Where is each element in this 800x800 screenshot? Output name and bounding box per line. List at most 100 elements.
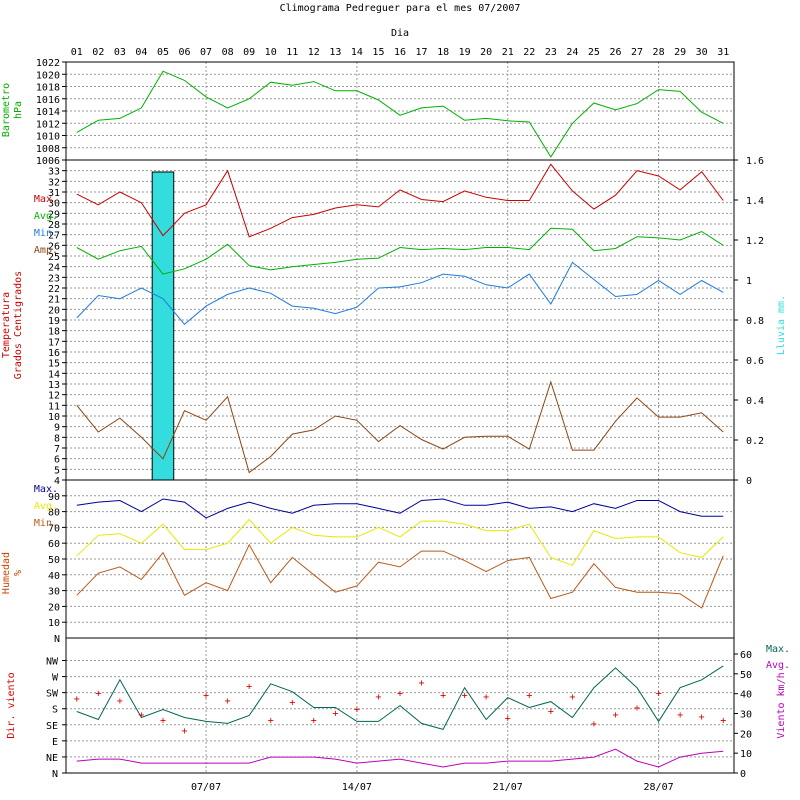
temperature-tick-label: 32 [48,177,60,188]
humidity-tick-label: 80 [48,508,60,519]
day-label: 26 [609,47,621,58]
temperature-tick-label: 18 [48,327,60,338]
wind-direction-marker: + [505,714,511,725]
day-label: 08 [222,47,234,58]
wind-speed-tick-label: 40 [740,690,752,701]
wind-dir-tick-label: S [52,705,58,716]
wind-direction-marker: + [397,689,403,700]
wind-direction-marker: + [569,692,575,703]
temperature-legend-max: Max. [34,194,58,205]
wind-dir-tick-label: E [52,737,58,748]
day-label: 05 [157,47,169,58]
temperature-tick-label: 26 [48,241,60,252]
week-label: 07/07 [191,782,221,793]
rain-axis-title: Lluvia mm. [776,295,787,355]
pressure-tick-label: 1012 [36,119,60,130]
day-label: 10 [265,47,277,58]
day-label: 17 [416,47,428,58]
wind-speed-tick-label: 30 [740,710,752,721]
wind-direction-marker: + [74,694,80,705]
wind-frame [65,637,735,774]
wind-avg-line [76,748,724,768]
wind-direction-marker: + [462,690,468,701]
humidity-tick-label: 30 [48,587,60,598]
wind-direction-marker: + [634,703,640,714]
rain-tick-label: 0.8 [746,316,764,327]
pressure-axis-title-0: Barometro [1,83,12,137]
pressure-tick-label: 1006 [36,156,60,167]
wind-direction-marker: + [612,710,618,721]
day-label: 27 [631,47,643,58]
wind-direction-marker: + [677,710,683,721]
day-label: 19 [459,47,471,58]
rain-tick-label: 1.2 [746,236,764,247]
wind-speed-tick-label: 10 [740,749,752,760]
temperature-tick-label: 9 [54,423,60,434]
temperature-legend-amp: Amp. [34,245,58,256]
wind-legend-max: Max. [766,644,790,655]
day-label: 13 [329,47,341,58]
week-label: 14/07 [342,782,372,793]
day-label: 11 [286,47,298,58]
day-label: 06 [178,47,190,58]
wind-dir-tick-label: NE [46,753,58,764]
wind-direction-marker: + [203,690,209,701]
wind-direction-marker: + [311,715,317,726]
wind-speed-tick-label: 0 [740,769,746,780]
week-label: 28/07 [644,782,674,793]
temperature-tick-label: 16 [48,348,60,359]
temperature-tick-label: 10 [48,412,60,423]
day-label: 07 [200,47,212,58]
temperature-tick-label: 25 [48,252,60,263]
pressure-tick-label: 1016 [36,95,60,106]
data-layer [76,70,724,768]
wind-direction-marker: + [246,682,252,693]
humidity-tick-label: 20 [48,602,60,613]
humidity-legend-min: Min. [34,518,58,529]
frame-layer [62,61,738,774]
pressure-tick-label: 1020 [36,70,60,81]
humidity-legend-avg: Avg. [34,501,58,512]
day-label: 20 [480,47,492,58]
wind-speed-tick-label: 50 [740,670,752,681]
temperature-tick-label: 31 [48,188,60,199]
temperature-axis-title-1: Grados Centigrados [13,271,24,379]
rain-tick-label: 1 [746,276,752,287]
day-label: 14 [351,47,363,58]
humidity-tick-label: 90 [48,492,60,503]
day-label: 25 [588,47,600,58]
day-label: 12 [308,47,320,58]
temperature-tick-label: 27 [48,231,60,242]
day-label: 03 [114,47,126,58]
pressure-series-line [76,70,724,158]
wind-direction-marker: + [699,712,705,723]
wind-direction-marker: + [95,689,101,700]
rain-tick-label: 0 [746,476,752,487]
wind-dir-tick-label: SW [46,689,59,700]
temperature-tick-label: 11 [48,401,60,412]
pressure-tick-label: 1022 [36,58,60,69]
temperature-min-line [76,261,724,326]
temperature-tick-label: 13 [48,380,60,391]
wind-dir-tick-label: N [52,769,58,780]
wind-direction-marker: + [289,698,295,709]
wind-direction-marker: + [138,710,144,721]
day-label: 22 [523,47,535,58]
wind-direction-marker: + [591,719,597,730]
temperature-tick-label: 28 [48,220,60,231]
humidity-avg-line [76,518,724,566]
day-label: 04 [135,47,147,58]
temperature-tick-label: 17 [48,337,60,348]
wind-direction-marker: + [182,726,188,737]
temperature-legend-avg: Avg. [34,211,58,222]
wind-direction-marker: + [656,689,662,700]
temperature-max-line [76,163,724,238]
humidity-axis-title-0: Humedad [1,552,12,594]
humidity-max-line [76,498,724,519]
humidity-tick-label: 50 [48,555,60,566]
pressure-tick-label: 1008 [36,144,60,155]
wind-direction-marker: + [375,692,381,703]
temperature-tick-label: 15 [48,359,60,370]
wind-legend-avg: Avg. [766,660,790,671]
humidity-top-label: N [54,634,60,645]
